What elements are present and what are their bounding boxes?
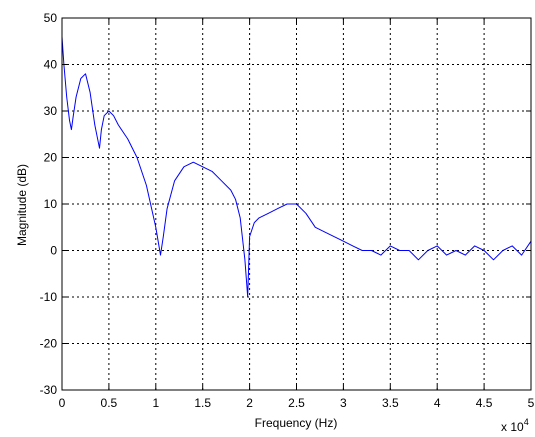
y-tick-label: 0 xyxy=(50,244,57,258)
y-tick-label: 30 xyxy=(44,104,58,118)
x-multiplier-base: x 10 xyxy=(501,420,524,434)
grid-layer xyxy=(62,18,531,390)
x-tick-label: 4.5 xyxy=(476,396,493,410)
y-tick-label: -30 xyxy=(40,383,58,397)
y-axis-label: Magnitude (dB) xyxy=(15,164,29,246)
x-tick-label: 1.5 xyxy=(194,396,211,410)
y-tick-label: -10 xyxy=(40,290,58,304)
x-tick-label: 1 xyxy=(152,396,159,410)
series-line xyxy=(61,36,532,298)
y-tick-label: 40 xyxy=(44,58,58,72)
x-multiplier-exponent: 4 xyxy=(524,417,529,427)
x-tick-label: 0 xyxy=(59,396,66,410)
tick-layer: 0 0.5 1 1.5 2 2.5 3 3.5 4 4.5 5 -30 -20 -10 0 10 20 30 40 5… xyxy=(40,11,535,410)
x-axis-label: Frequency (Hz) xyxy=(255,416,338,430)
x-tick-label: 4 xyxy=(434,396,441,410)
x-tick-label: 3.5 xyxy=(382,396,399,410)
y-tick-label: 10 xyxy=(44,197,58,211)
x-tick-label: 0.5 xyxy=(101,396,118,410)
x-tick-label: 5 xyxy=(528,396,535,410)
data-layer xyxy=(61,36,532,298)
y-tick-label: -20 xyxy=(40,337,58,351)
y-tick-label: 50 xyxy=(44,11,58,25)
x-tick-label: 2 xyxy=(246,396,253,410)
x-multiplier-label: x 104 xyxy=(501,417,529,434)
y-tick-label: 20 xyxy=(44,151,58,165)
x-tick-label: 2.5 xyxy=(288,396,305,410)
x-tick-label: 3 xyxy=(340,396,347,410)
